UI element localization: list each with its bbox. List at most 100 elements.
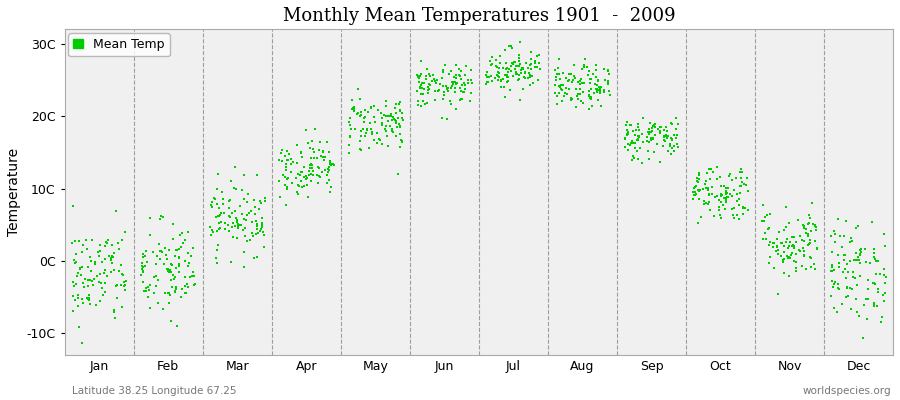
Point <box>160 268 175 274</box>
Point <box>786 243 800 249</box>
Point <box>842 258 857 264</box>
Point <box>304 161 319 167</box>
Point <box>714 190 728 197</box>
Point <box>597 87 611 94</box>
Point <box>792 247 806 253</box>
Point <box>846 274 860 280</box>
Point <box>388 117 402 123</box>
Point <box>832 233 847 239</box>
Point <box>97 270 112 276</box>
Point <box>68 260 82 267</box>
Point <box>186 282 201 288</box>
Point <box>210 228 224 234</box>
Point <box>308 126 322 132</box>
Point <box>798 226 813 232</box>
Point <box>278 167 293 174</box>
Point <box>210 200 224 207</box>
Point <box>99 239 113 245</box>
Point <box>531 77 545 84</box>
Point <box>310 164 325 171</box>
Title: Monthly Mean Temperatures 1901  -  2009: Monthly Mean Temperatures 1901 - 2009 <box>283 7 675 25</box>
Point <box>279 161 293 167</box>
Point <box>500 79 514 85</box>
Point <box>500 73 515 80</box>
Point <box>628 132 643 138</box>
Point <box>280 186 294 193</box>
Point <box>375 141 390 148</box>
Point <box>776 257 790 263</box>
Point <box>204 202 219 208</box>
Point <box>646 122 661 128</box>
Point <box>778 242 792 249</box>
Point <box>789 238 804 245</box>
Point <box>118 282 132 288</box>
Point <box>858 246 872 253</box>
Point <box>225 224 239 231</box>
Point <box>644 135 658 142</box>
Point <box>766 244 780 250</box>
Point <box>577 62 591 68</box>
Point <box>386 114 400 120</box>
Point <box>362 145 376 151</box>
Point <box>574 97 589 104</box>
Point <box>448 89 463 96</box>
Point <box>312 138 327 145</box>
Point <box>440 85 454 91</box>
Point <box>505 45 519 51</box>
Point <box>639 133 653 140</box>
Point <box>78 276 93 282</box>
Point <box>510 71 525 77</box>
Point <box>170 247 184 253</box>
Point <box>415 98 429 104</box>
Point <box>584 86 598 92</box>
Point <box>250 223 265 229</box>
Point <box>669 126 683 133</box>
Point <box>691 170 706 176</box>
Point <box>161 266 176 272</box>
Point <box>412 73 427 80</box>
Point <box>370 140 384 146</box>
Point <box>426 72 440 78</box>
Point <box>580 72 595 78</box>
Point <box>521 74 535 81</box>
Point <box>299 172 313 179</box>
Point <box>837 266 851 272</box>
Point <box>645 123 660 129</box>
Point <box>592 88 607 94</box>
Point <box>184 253 198 260</box>
Point <box>839 217 853 224</box>
Point <box>867 246 881 252</box>
Point <box>765 244 779 250</box>
Point <box>758 213 772 220</box>
Point <box>582 92 597 98</box>
Point <box>224 209 238 216</box>
Point <box>573 90 588 97</box>
Point <box>411 74 426 81</box>
Point <box>620 119 634 126</box>
Point <box>290 160 304 166</box>
Point <box>485 54 500 60</box>
Point <box>210 260 224 266</box>
Point <box>832 260 846 266</box>
Point <box>248 210 262 217</box>
Point <box>344 126 358 132</box>
Point <box>457 80 472 87</box>
Point <box>230 225 245 231</box>
Point <box>93 298 107 304</box>
Point <box>411 79 426 85</box>
Point <box>177 274 192 280</box>
Point <box>226 220 240 226</box>
Point <box>703 176 717 182</box>
Point <box>170 322 184 329</box>
Point <box>796 253 811 260</box>
Point <box>795 263 809 270</box>
Point <box>168 289 183 296</box>
Point <box>597 66 611 72</box>
Point <box>703 206 717 213</box>
Point <box>550 100 564 107</box>
Point <box>839 275 853 281</box>
Point <box>670 120 685 127</box>
Point <box>630 132 644 139</box>
Point <box>303 145 318 152</box>
Point <box>877 266 891 272</box>
